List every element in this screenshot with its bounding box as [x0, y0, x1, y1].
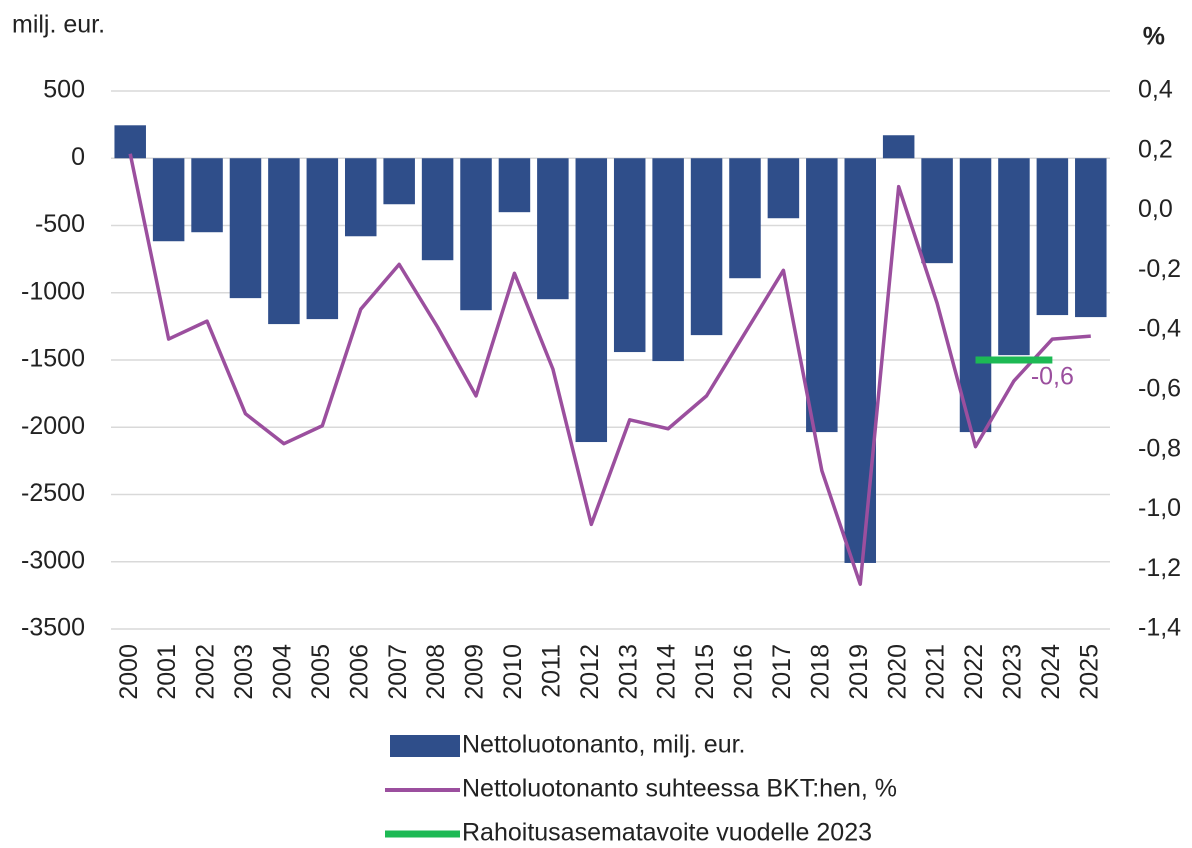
x-tick-label: 2014 — [653, 644, 681, 700]
y2-tick-label: -0,2 — [1138, 255, 1181, 283]
bar — [460, 158, 492, 311]
x-tick-label: 2019 — [845, 644, 873, 700]
annotation: -0,6 — [1031, 363, 1074, 391]
legend-label: Rahoitusasematavoite vuodelle 2023 — [462, 819, 872, 847]
y2-tick-label: -0,6 — [1138, 374, 1181, 402]
bar — [613, 158, 646, 353]
x-tick-label: 2013 — [614, 644, 642, 700]
bar — [383, 158, 415, 205]
x-tick-label: 2009 — [461, 644, 489, 700]
bar — [1075, 158, 1107, 318]
x-tick-label: 2004 — [269, 644, 297, 700]
x-tick-label: 2016 — [730, 644, 758, 700]
y2-tick-label: -1,2 — [1138, 554, 1181, 582]
y2-tick-label: -1,0 — [1138, 494, 1181, 522]
x-tick-label: 2005 — [307, 644, 335, 700]
y-tick-label: -1500 — [21, 345, 85, 373]
x-tick-label: 2015 — [691, 644, 719, 700]
legend-label: Nettoluotonanto, milj. eur. — [462, 731, 746, 759]
y-axis-label: milj. eur. — [12, 11, 105, 39]
y-tick-label: -2500 — [21, 479, 85, 507]
y-tick-label: 0 — [71, 143, 85, 171]
bar — [191, 158, 223, 233]
y-tick-label: 500 — [43, 76, 85, 104]
x-tick-label: 2000 — [115, 644, 143, 700]
bar — [767, 158, 800, 219]
x-tick-label: 2007 — [384, 644, 412, 700]
y2-tick-label: 0,0 — [1138, 195, 1173, 223]
x-tick-label: 2006 — [345, 644, 373, 700]
bar — [575, 158, 608, 443]
y2-tick-label: -0,4 — [1138, 315, 1181, 343]
x-tick-label: 2021 — [922, 644, 950, 700]
y-tick-label: -3500 — [21, 614, 85, 642]
bar — [421, 158, 454, 261]
bar — [1036, 158, 1069, 316]
legend-swatch — [390, 735, 460, 757]
bar — [844, 158, 877, 563]
y-tick-label: -500 — [35, 210, 85, 238]
x-tick-label: 2012 — [576, 644, 604, 700]
x-tick-label: 2024 — [1037, 644, 1065, 700]
x-tick-label: 2025 — [1075, 644, 1103, 700]
bar — [690, 158, 723, 336]
legend-label: Nettoluotonanto suhteessa BKT:hen, % — [462, 775, 897, 803]
y2-tick-label: -0,8 — [1138, 434, 1181, 462]
bar — [114, 125, 146, 159]
y2-tick-label: 0,2 — [1138, 135, 1173, 163]
bar — [998, 158, 1030, 356]
bar — [652, 158, 684, 362]
y-tick-label: -1000 — [21, 277, 85, 305]
bar — [537, 158, 569, 300]
x-tick-label: 2001 — [153, 644, 181, 700]
x-tick-label: 2017 — [768, 644, 796, 700]
bar — [921, 158, 953, 264]
x-tick-label: 2011 — [537, 644, 565, 698]
y2-axis-label: % — [1143, 23, 1165, 51]
x-tick-label: 2003 — [230, 644, 258, 700]
line — [128, 153, 1091, 586]
bar — [498, 158, 531, 213]
y2-tick-label: 0,4 — [1138, 76, 1173, 104]
bar — [152, 158, 185, 242]
x-tick-label: 2008 — [422, 644, 450, 700]
x-tick-label: 2018 — [806, 644, 834, 700]
x-tick-label: 2022 — [960, 644, 988, 700]
bar — [882, 135, 915, 159]
x-tick-label: 2010 — [499, 644, 527, 700]
bar — [306, 158, 339, 320]
bar — [344, 158, 377, 237]
y-tick-label: -3000 — [21, 546, 85, 574]
y2-tick-label: -1,4 — [1138, 614, 1181, 642]
x-tick-label: 2020 — [883, 644, 911, 700]
x-tick-label: 2023 — [999, 644, 1027, 700]
bar — [959, 158, 992, 433]
bar — [729, 158, 761, 279]
bar — [268, 158, 300, 325]
bar — [229, 158, 262, 299]
x-tick-label: 2002 — [192, 644, 220, 700]
bar — [806, 158, 838, 433]
y-tick-label: -2000 — [21, 412, 85, 440]
